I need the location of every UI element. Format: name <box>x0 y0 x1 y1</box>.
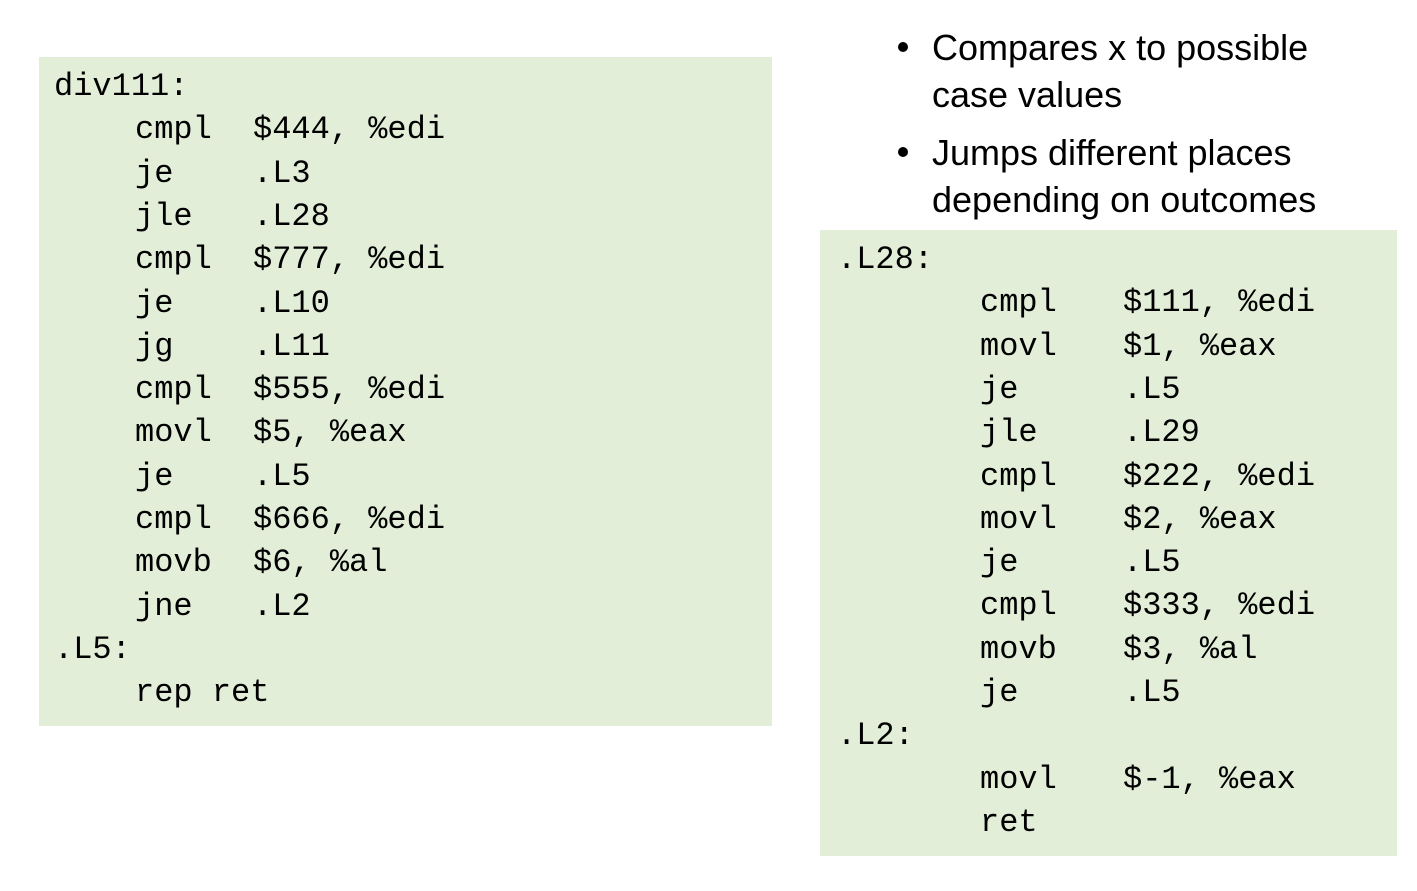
code-op: movb <box>135 544 212 582</box>
code-arg: .L3 <box>253 154 311 192</box>
code-arg: $1, %eax <box>1123 327 1277 365</box>
code-arg: .L5 <box>1123 544 1181 582</box>
code-op: je <box>135 154 174 192</box>
code-arg: .L5 <box>1123 370 1181 408</box>
code-arg: $2, %eax <box>1123 500 1277 538</box>
code-op: jne <box>135 587 193 625</box>
code-arg: $333, %edi <box>1123 587 1316 625</box>
code-arg: .L5 <box>253 457 311 495</box>
code-arg: $555, %edi <box>253 371 446 409</box>
code-op: cmpl <box>135 501 212 538</box>
code-op: cmpl <box>980 587 1057 625</box>
code-arg: $6, %al <box>253 544 388 582</box>
code-arg: $5, %eax <box>253 414 407 452</box>
bullet-text: depending on outcomes <box>932 179 1317 220</box>
code-arg: $3, %al <box>1123 630 1258 668</box>
code-arg: .L10 <box>253 284 330 322</box>
code-op: cmpl <box>980 284 1057 322</box>
code-op: cmpl <box>135 371 212 409</box>
code-box-left <box>39 57 772 726</box>
code-arg: .L2 <box>253 587 311 625</box>
code-op: cmpl <box>980 457 1057 495</box>
code-label: .L2: <box>837 717 914 755</box>
code-op: movl <box>135 414 212 452</box>
code-arg: .L5 <box>1123 674 1181 711</box>
code-op: movl <box>980 500 1057 538</box>
code-op: je <box>980 674 1019 711</box>
bullet-dot <box>898 42 908 52</box>
bullet-text: Jumps different places <box>932 132 1292 173</box>
bullet-text: Compares x to possible <box>932 27 1309 68</box>
code-op: je <box>135 284 174 322</box>
code-op: movl <box>980 760 1057 798</box>
code-op: je <box>135 457 174 495</box>
code-op: movb <box>980 630 1057 668</box>
code-op: jle <box>980 414 1038 452</box>
code-box-right <box>820 230 1397 856</box>
code-op: cmpl <box>135 111 212 149</box>
code-op: jle <box>135 197 193 235</box>
code-label: .L28: <box>837 241 934 278</box>
code-arg: $111, %edi <box>1123 284 1316 322</box>
code-arg: .L29 <box>1123 414 1200 452</box>
code-arg: $-1, %eax <box>1123 760 1296 798</box>
code-op: je <box>980 370 1019 408</box>
code-arg: .L28 <box>253 197 330 235</box>
code-op: movl <box>980 327 1057 365</box>
code-label: .L5: <box>54 630 131 668</box>
code-arg: $777, %edi <box>253 241 446 279</box>
code-op: rep ret <box>135 674 270 712</box>
bullet-text: case values <box>932 74 1123 115</box>
code-op: cmpl <box>135 241 212 279</box>
code-op: je <box>980 544 1019 582</box>
code-op: jg <box>135 327 174 365</box>
bullet-dot <box>898 147 908 157</box>
code-arg: $666, %edi <box>253 501 446 538</box>
code-arg: $222, %edi <box>1123 457 1316 495</box>
code-arg: $444, %edi <box>253 111 446 149</box>
code-op: ret <box>980 803 1038 841</box>
code-label: div111: <box>54 68 189 105</box>
code-arg: .L11 <box>253 327 330 365</box>
